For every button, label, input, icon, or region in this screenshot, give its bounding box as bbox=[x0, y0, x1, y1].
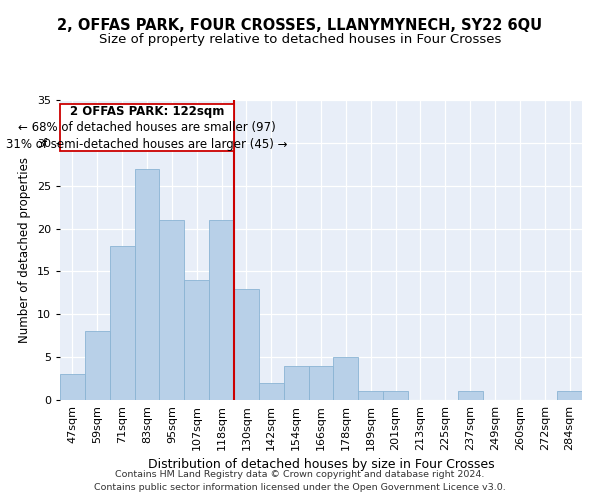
Y-axis label: Number of detached properties: Number of detached properties bbox=[18, 157, 31, 343]
Bar bbox=[234, 288, 259, 400]
Bar bbox=[458, 392, 482, 400]
Bar bbox=[334, 357, 358, 400]
Bar bbox=[184, 280, 209, 400]
Text: Size of property relative to detached houses in Four Crosses: Size of property relative to detached ho… bbox=[99, 32, 501, 46]
Bar bbox=[110, 246, 134, 400]
X-axis label: Distribution of detached houses by size in Four Crosses: Distribution of detached houses by size … bbox=[148, 458, 494, 471]
Bar bbox=[383, 392, 408, 400]
Bar bbox=[160, 220, 184, 400]
Bar bbox=[209, 220, 234, 400]
Text: Contains public sector information licensed under the Open Government Licence v3: Contains public sector information licen… bbox=[94, 484, 506, 492]
Bar bbox=[284, 366, 308, 400]
Bar bbox=[85, 332, 110, 400]
Bar bbox=[308, 366, 334, 400]
Text: 31% of semi-detached houses are larger (45) →: 31% of semi-detached houses are larger (… bbox=[6, 138, 288, 151]
Bar bbox=[60, 104, 234, 152]
Bar bbox=[60, 374, 85, 400]
Text: Contains HM Land Registry data © Crown copyright and database right 2024.: Contains HM Land Registry data © Crown c… bbox=[115, 470, 485, 479]
Text: 2 OFFAS PARK: 122sqm: 2 OFFAS PARK: 122sqm bbox=[70, 104, 224, 118]
Bar bbox=[358, 392, 383, 400]
Bar bbox=[134, 168, 160, 400]
Text: 2, OFFAS PARK, FOUR CROSSES, LLANYMYNECH, SY22 6QU: 2, OFFAS PARK, FOUR CROSSES, LLANYMYNECH… bbox=[58, 18, 542, 32]
Bar bbox=[557, 392, 582, 400]
Text: ← 68% of detached houses are smaller (97): ← 68% of detached houses are smaller (97… bbox=[18, 122, 276, 134]
Bar bbox=[259, 383, 284, 400]
